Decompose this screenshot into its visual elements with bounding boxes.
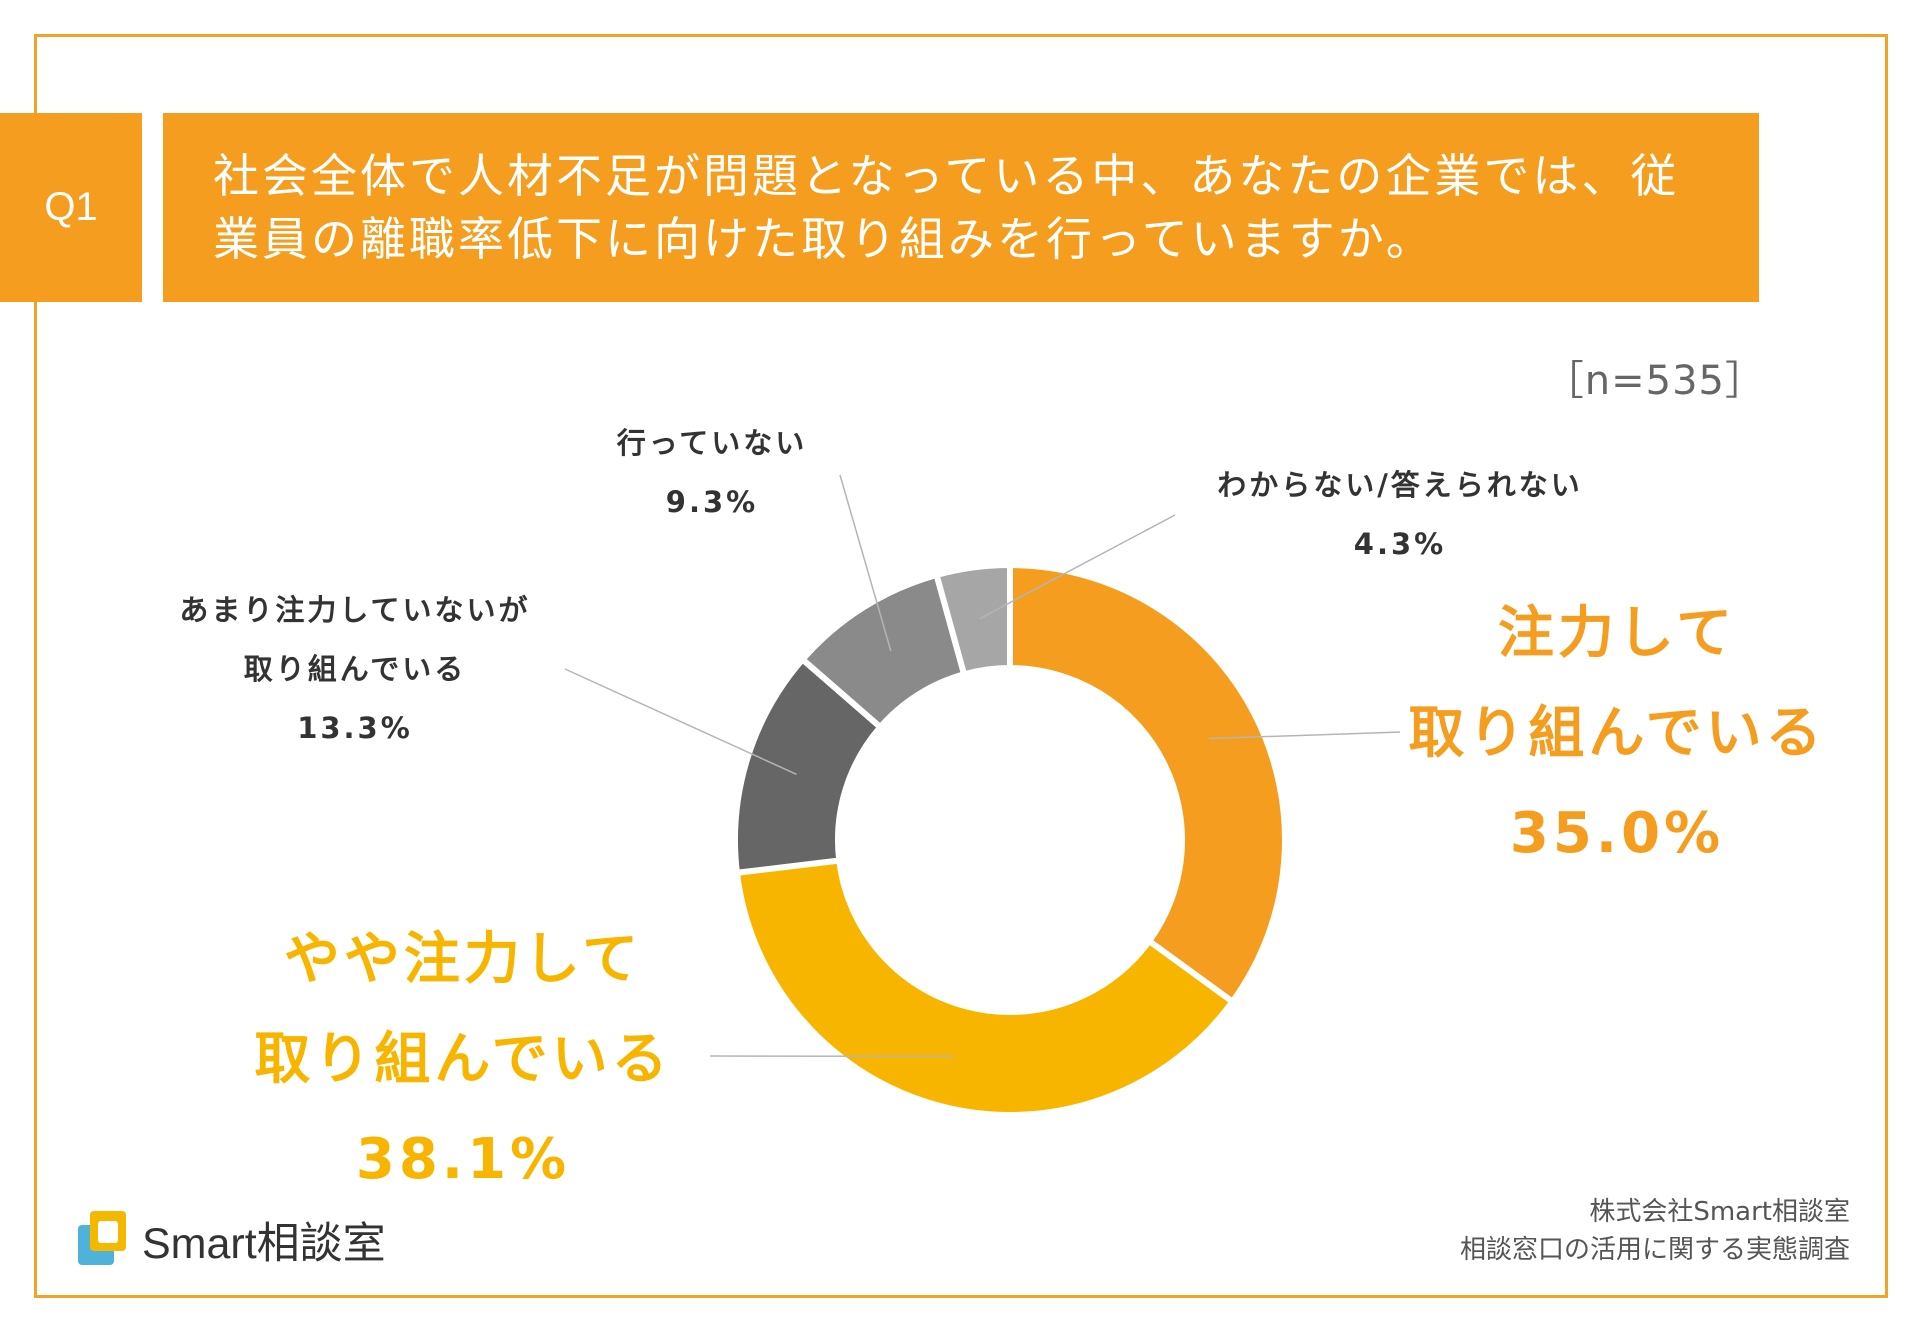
logo-text: Smart相談室 <box>142 1220 386 1268</box>
chart-slice-1 <box>1007 561 1288 1006</box>
slice-value-label-2: 38.1% <box>356 1127 570 1192</box>
slice-value-label-3: 13.3% <box>297 711 413 745</box>
slice-category-label-3-1: あまり注力していないが <box>179 593 530 627</box>
source-company: 株式会社Smart相談室 <box>1589 1197 1850 1227</box>
source-survey: 相談窓口の活用に関する実態調査 <box>1459 1235 1850 1265</box>
slice-value-label-4: 9.3% <box>666 485 758 519</box>
chart-slice-5 <box>932 561 1013 678</box>
leader-line-4 <box>839 474 892 652</box>
slice-category-label-3-2: 取り組んでいる <box>244 652 467 686</box>
logo-mark-icon <box>78 1211 126 1265</box>
slice-category-label-1-1: 注力して <box>1498 601 1736 666</box>
question-text: 社会全体で人材不足が問題となっている中、あなたの企業では、従 業員の離職率低下に… <box>213 145 1679 271</box>
chart-leader-lines <box>564 474 1401 1058</box>
leader-line-3 <box>564 668 797 775</box>
question-box: 社会全体で人材不足が問題となっている中、あなたの企業では、従 業員の離職率低下に… <box>163 113 1759 302</box>
logo-inner-shape <box>98 1221 118 1243</box>
frame-border <box>34 34 1888 1298</box>
chart-slice-2 <box>733 857 1237 1118</box>
slice-category-label-1-2: 取り組んでいる <box>1408 701 1825 766</box>
question-number-badge: Q1 <box>0 113 142 302</box>
question-number: Q1 <box>44 185 98 229</box>
leader-line-5 <box>979 514 1176 620</box>
sample-size: ［n=535］ <box>1543 358 1766 404</box>
leader-line-1 <box>1209 731 1401 740</box>
chart-labels: 注力して取り組んでいる35.0%やや注力して取り組んでいる38.1%あまり注力し… <box>179 426 1825 1192</box>
logo: Smart相談室 <box>74 1207 386 1273</box>
question-text-line1: 社会全体で人材不足が問題となっている中、あなたの企業では、従 <box>213 148 1680 203</box>
source-credit: 株式会社Smart相談室 相談窓口の活用に関する実態調査 <box>1360 1193 1850 1269</box>
question-text-line2: 業員の離職率低下に向けた取り組みを行っていますか。 <box>213 211 1435 266</box>
slice-category-label-2-1: やや注力して <box>284 927 642 992</box>
slice-value-label-1: 35.0% <box>1510 801 1724 866</box>
slice-value-label-5: 4.3% <box>1354 527 1446 561</box>
slice-category-label-4-1: 行っていない <box>616 426 808 460</box>
slice-category-label-5-1: わからない/答えられない <box>1217 468 1583 502</box>
chart-slices <box>732 561 1288 1118</box>
slice-category-label-2-2: 取り組んでいる <box>254 1027 671 1092</box>
